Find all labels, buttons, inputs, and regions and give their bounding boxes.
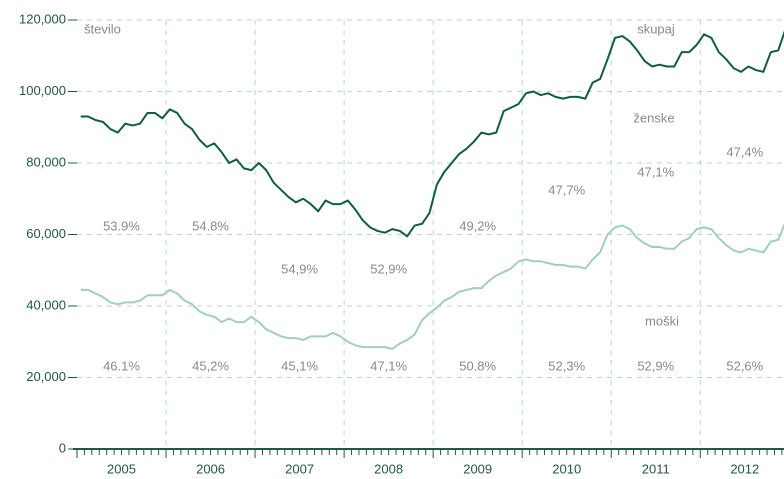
series-line [80, 223, 784, 350]
x-tick-label: 2006 [196, 461, 225, 476]
annotation: skupaj [637, 21, 675, 36]
share-label: 46.1% [103, 358, 140, 373]
y-tick-label: 60,000 [26, 226, 66, 241]
y-tick-label: 0 [59, 440, 66, 455]
y-tick-label: 40,000 [26, 297, 66, 312]
share-label: 52,9% [370, 261, 407, 276]
share-label: 52,6% [726, 358, 763, 373]
x-tick-label: 2011 [642, 461, 670, 476]
share-label: 45,2% [192, 358, 229, 373]
x-tick-label: 2005 [107, 461, 136, 476]
y-tick-label: 100,000 [19, 83, 66, 98]
annotation: število [84, 21, 121, 36]
y-tick-label: 80,000 [26, 154, 66, 169]
share-label: 54.8% [192, 218, 229, 233]
share-label: 50.8% [459, 358, 496, 373]
annotation: moški [645, 313, 679, 328]
share-label: 52,3% [548, 358, 585, 373]
x-tick-label: 2012 [730, 461, 759, 476]
x-tick-label: 2009 [463, 461, 492, 476]
share-label: 49,2% [459, 218, 496, 233]
share-label: 47,4% [726, 144, 763, 159]
annotation: ženske [633, 110, 674, 125]
share-label: 45,1% [281, 358, 318, 373]
share-label: 47,1% [637, 164, 674, 179]
x-tick-label: 2008 [374, 461, 403, 476]
share-label: 47,7% [548, 182, 585, 197]
share-label: 54,9% [281, 261, 318, 276]
x-tick-label: 2007 [285, 461, 314, 476]
share-label: 53.9% [103, 218, 140, 233]
series-line [80, 30, 784, 238]
share-label: 52,9% [637, 358, 674, 373]
share-label: 47,1% [370, 358, 407, 373]
y-tick-label: 20,000 [26, 369, 66, 384]
y-tick-label: 120,000 [19, 11, 66, 26]
x-tick-label: 2010 [552, 461, 581, 476]
